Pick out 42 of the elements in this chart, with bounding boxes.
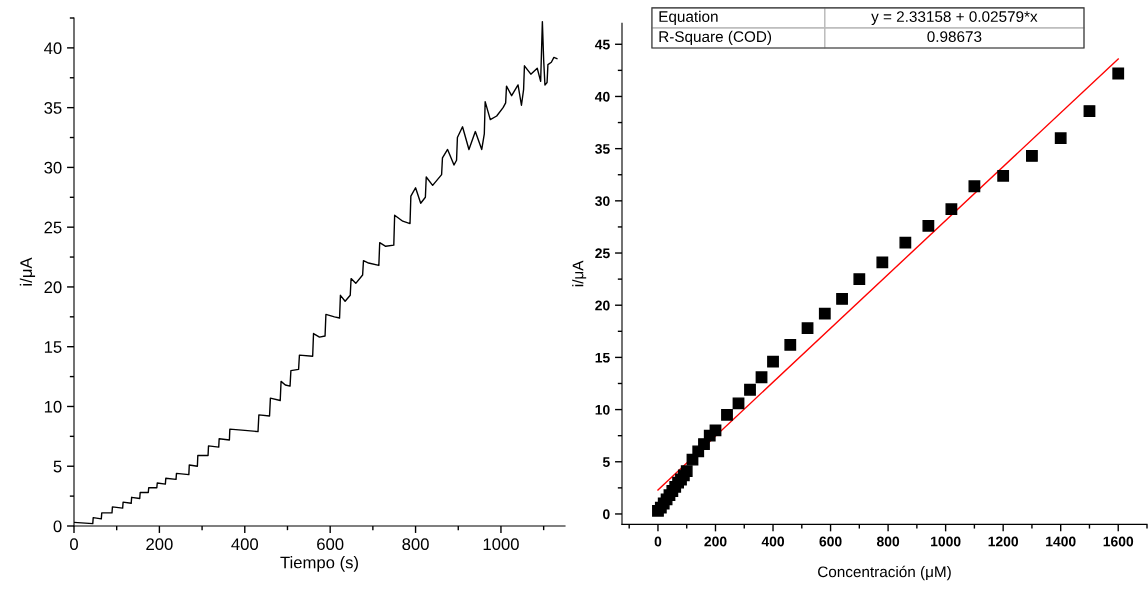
x-tick-label: 1400 [1046, 536, 1076, 547]
y-tick-label: 20 [595, 300, 610, 311]
y-tick-label: 15 [44, 341, 62, 353]
x-tick-label: 1200 [988, 536, 1019, 547]
y-tick-label: 35 [44, 102, 62, 114]
x-tick-label: 1000 [483, 538, 519, 551]
x-tick-label: 800 [402, 538, 429, 551]
y-tick-label: 40 [44, 42, 62, 55]
annotation: y = 2.33158 + 0.02579*x [871, 11, 1038, 26]
y-tick-label: 25 [595, 248, 610, 259]
y-tick-label: 10 [595, 404, 610, 415]
x-axis-title: Concentración (μM) [818, 565, 951, 581]
y-tick-label: 45 [594, 39, 610, 50]
x-tick-label: 400 [761, 536, 785, 547]
y-tick-label: 10 [44, 400, 62, 413]
annotation: R-Square (COD) [659, 30, 772, 46]
y-tick-label: 20 [44, 281, 62, 294]
x-tick-label: 400 [231, 538, 259, 551]
x-tick-label: 200 [704, 536, 727, 547]
x-tick-label: 1000 [931, 536, 961, 547]
x-tick-label: 800 [876, 536, 900, 547]
y-axis-title: i/μA [572, 260, 587, 287]
y-tick-label: 0 [603, 509, 610, 520]
x-tick-label: 600 [317, 538, 344, 551]
x-tick-label: 0 [654, 536, 662, 547]
x-tick-label: 1600 [1103, 536, 1134, 547]
x-tick-label: 0 [70, 538, 78, 551]
x-tick-label: 600 [819, 536, 842, 547]
x-tick-label: 200 [146, 538, 173, 551]
y-tick-label: 25 [44, 221, 62, 234]
y-tick-label: 5 [53, 460, 62, 473]
annotation: Equation [659, 10, 718, 26]
annotation: 0.98673 [927, 31, 982, 43]
y-tick-label: 30 [44, 161, 62, 174]
y-tick-label: 35 [595, 143, 610, 154]
x-axis-title: Tiempo (s) [280, 556, 358, 572]
y-axis-title: i/μA [19, 257, 36, 286]
y-tick-label: 30 [595, 196, 610, 207]
y-tick-label: 15 [595, 352, 610, 363]
y-tick-label: 40 [594, 91, 610, 102]
y-tick-label: 0 [53, 520, 62, 533]
y-tick-label: 5 [602, 457, 610, 467]
